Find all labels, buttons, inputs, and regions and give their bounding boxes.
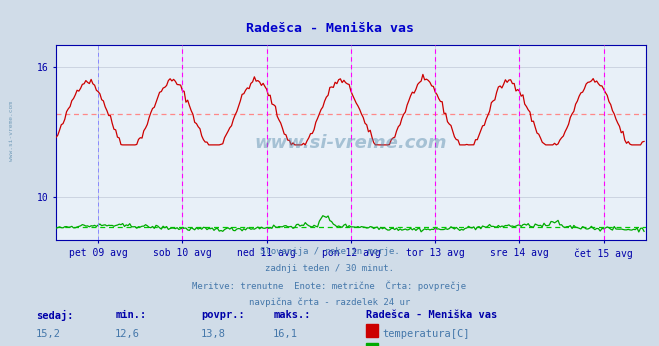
Text: navpična črta - razdelek 24 ur: navpična črta - razdelek 24 ur bbox=[249, 297, 410, 307]
Text: Radešca - Meniška vas: Radešca - Meniška vas bbox=[366, 310, 497, 320]
Text: min.:: min.: bbox=[115, 310, 146, 320]
Text: Radešca - Meniška vas: Radešca - Meniška vas bbox=[246, 22, 413, 36]
Text: www.si-vreme.com: www.si-vreme.com bbox=[254, 134, 447, 152]
Text: Slovenija / reke in morje.: Slovenija / reke in morje. bbox=[260, 247, 399, 256]
Text: Meritve: trenutne  Enote: metrične  Črta: povprečje: Meritve: trenutne Enote: metrične Črta: … bbox=[192, 281, 467, 291]
Text: temperatura[C]: temperatura[C] bbox=[383, 329, 471, 339]
Text: povpr.:: povpr.: bbox=[201, 310, 244, 320]
Text: 15,2: 15,2 bbox=[36, 329, 61, 339]
Text: 12,6: 12,6 bbox=[115, 329, 140, 339]
Text: sedaj:: sedaj: bbox=[36, 310, 74, 321]
Text: zadnji teden / 30 minut.: zadnji teden / 30 minut. bbox=[265, 264, 394, 273]
Text: 13,8: 13,8 bbox=[200, 329, 225, 339]
Text: maks.:: maks.: bbox=[273, 310, 311, 320]
Text: www.si-vreme.com: www.si-vreme.com bbox=[9, 101, 14, 162]
Text: 16,1: 16,1 bbox=[273, 329, 298, 339]
